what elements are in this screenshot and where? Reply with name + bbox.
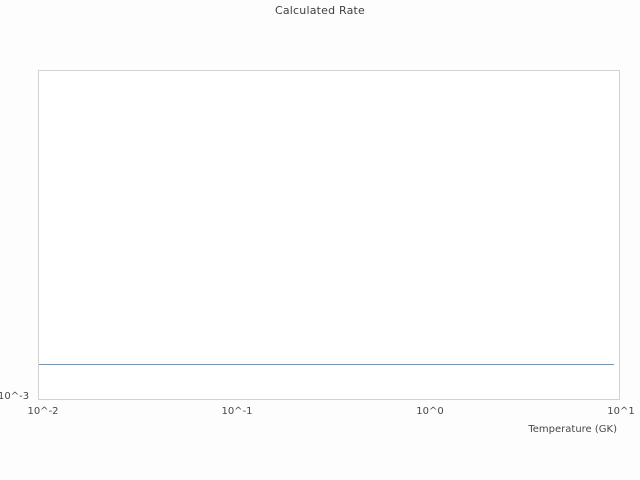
y-axis-tick-label-0: 10^-3 <box>0 391 30 402</box>
x-axis-tick-label-2: 10^0 <box>416 406 444 417</box>
plot-area <box>38 70 620 400</box>
page-title: Calculated Rate <box>274 4 366 17</box>
x-axis-label: Temperature (GK) <box>528 424 617 435</box>
x-axis-tick-label-0: 10^-2 <box>27 406 59 417</box>
x-axis-tick-label-1: 10^-1 <box>221 406 253 417</box>
series-line-calculated-rate <box>39 364 614 365</box>
x-axis-tick-label-3: 10^1 <box>607 406 635 417</box>
